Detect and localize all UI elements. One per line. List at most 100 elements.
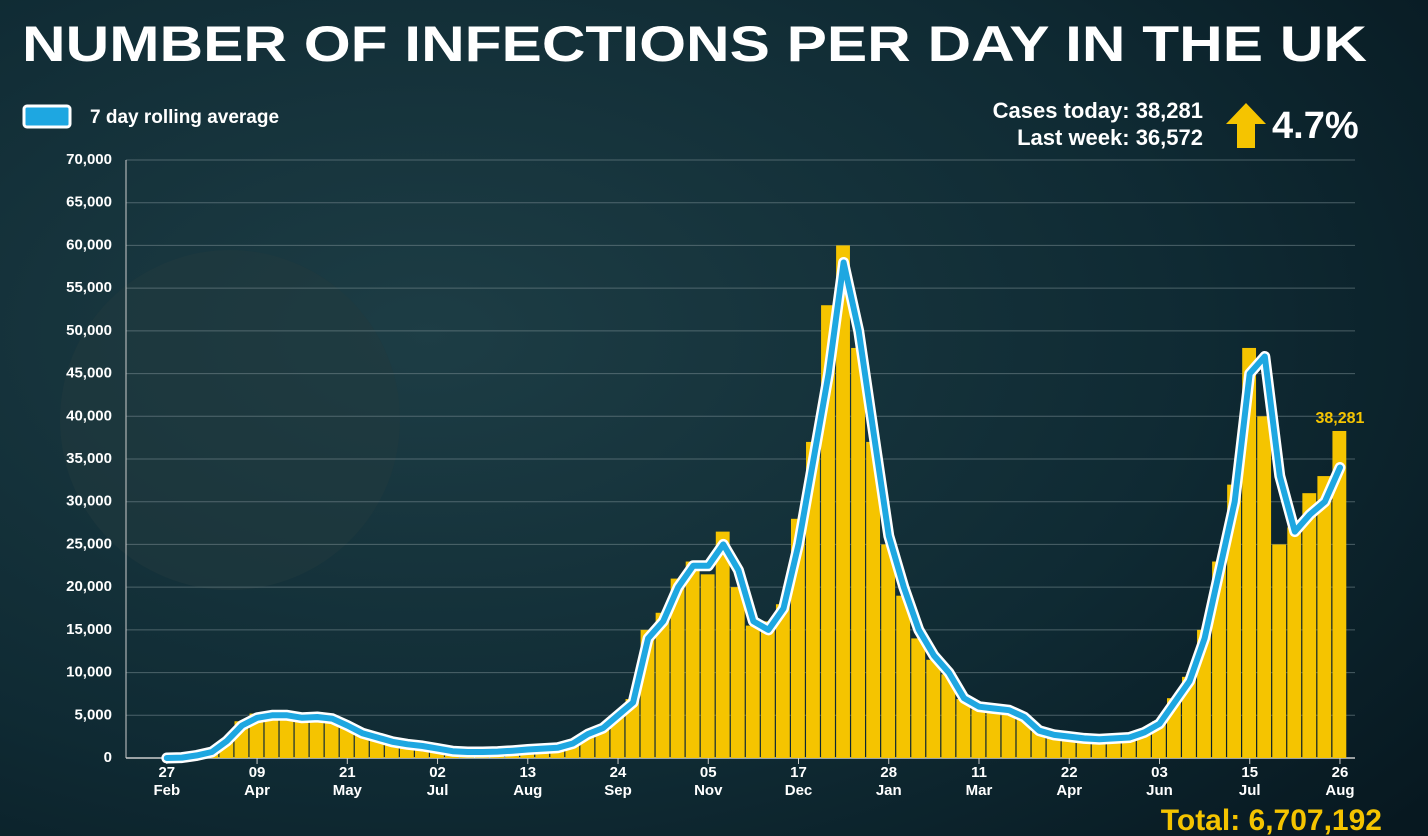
bar (1061, 737, 1076, 758)
x-tick-label: 22 (1061, 764, 1078, 781)
x-tick-month: Apr (244, 782, 270, 799)
legend-swatch (22, 104, 72, 129)
y-tick-label: 15,000 (66, 621, 112, 638)
bar (294, 718, 309, 758)
bar (1317, 476, 1332, 758)
x-tick-month: Jul (427, 782, 449, 799)
y-tick-label: 25,000 (66, 535, 112, 552)
background-virus (60, 250, 400, 590)
x-tick-label: 03 (1151, 764, 1168, 781)
y-tick-label: 30,000 (66, 493, 112, 510)
bar (1332, 430, 1347, 758)
y-tick-label: 5,000 (74, 706, 112, 723)
y-tick-label: 60,000 (66, 236, 112, 253)
bar (1272, 544, 1287, 758)
y-tick-label: 20,000 (66, 578, 112, 595)
bar (1287, 527, 1302, 758)
bar (896, 595, 911, 758)
bar (309, 716, 324, 758)
y-tick-label: 40,000 (66, 407, 112, 424)
bar (986, 707, 1001, 758)
change: 4.7% (1272, 105, 1359, 147)
up-arrow (1226, 103, 1266, 148)
x-tick-month: Jul (1239, 782, 1261, 799)
bar (655, 612, 670, 758)
y-tick-label: 45,000 (66, 365, 112, 382)
total: Total: 6,707,192 (1161, 804, 1382, 836)
legend-label: 7 day rolling average (90, 107, 279, 128)
bar (911, 638, 926, 758)
bar (625, 699, 640, 758)
x-tick-label: 28 (880, 764, 897, 781)
bar (775, 604, 790, 758)
bar (760, 621, 775, 758)
y-tick-label: 70,000 (66, 151, 112, 168)
bar (730, 587, 745, 758)
x-tick-month: May (333, 782, 363, 799)
x-tick-label: 13 (519, 764, 536, 781)
x-tick-label: 15 (1241, 764, 1258, 781)
bar (354, 734, 369, 758)
bar (926, 659, 941, 758)
y-tick-label: 55,000 (66, 279, 112, 296)
bar (1016, 719, 1031, 758)
bar (1182, 676, 1196, 758)
bar (715, 531, 730, 758)
bar (279, 716, 294, 758)
bar (1227, 484, 1241, 758)
chart-title: NUMBER OF INFECTIONS PER DAY IN THE UK (22, 16, 1367, 72)
x-tick-month: Jun (1146, 782, 1173, 799)
x-tick-month: Aug (1325, 782, 1354, 799)
x-tick-label: 24 (610, 764, 627, 781)
x-tick-month: Sep (604, 782, 632, 799)
bar (866, 441, 881, 758)
y-tick-label: 10,000 (66, 664, 112, 681)
bar (610, 716, 625, 758)
bar (414, 746, 429, 758)
x-tick-month: Feb (153, 782, 180, 799)
x-tick-label: 21 (339, 764, 356, 781)
bar (1257, 416, 1272, 758)
cases-today: Cases today: 38,281 (993, 98, 1203, 123)
x-tick-month: Nov (694, 782, 723, 799)
x-tick-month: Apr (1056, 782, 1082, 799)
x-tick-month: Dec (785, 782, 813, 799)
bar (1046, 735, 1061, 758)
y-tick-label: 50,000 (66, 322, 112, 339)
last-week: Last week: 36,572 (1017, 125, 1203, 150)
bar (971, 709, 986, 758)
bar (1302, 493, 1317, 758)
x-tick-label: 11 (971, 764, 987, 781)
x-tick-month: Aug (513, 782, 542, 799)
bar (700, 574, 715, 758)
line (163, 259, 1343, 761)
data-label: 38,281 (1315, 410, 1364, 427)
bar (806, 441, 820, 758)
x-tick-label: 17 (790, 764, 807, 781)
bar (670, 578, 685, 758)
x-tick-label: 02 (429, 764, 446, 781)
y-tick-label: 65,000 (66, 194, 112, 211)
x-tick-month: Mar (966, 782, 993, 799)
x-tick-label: 05 (700, 764, 717, 781)
y-tick-label: 0 (104, 749, 112, 766)
bar (851, 347, 865, 758)
x-tick-label: 27 (158, 764, 175, 781)
bar (836, 245, 850, 758)
y-tick-label: 35,000 (66, 450, 112, 467)
bar (339, 727, 354, 758)
x-tick-month: Jan (876, 782, 902, 799)
bar (881, 544, 896, 758)
bar (956, 699, 971, 758)
bar (595, 728, 610, 758)
x-tick-label: 09 (249, 764, 266, 781)
bar (685, 561, 700, 758)
bar (324, 719, 339, 758)
bar (1031, 731, 1046, 758)
bar (1001, 711, 1016, 758)
x-tick-label: 26 (1332, 764, 1349, 781)
bar (264, 714, 279, 758)
bar (745, 625, 760, 758)
bar (941, 674, 956, 758)
